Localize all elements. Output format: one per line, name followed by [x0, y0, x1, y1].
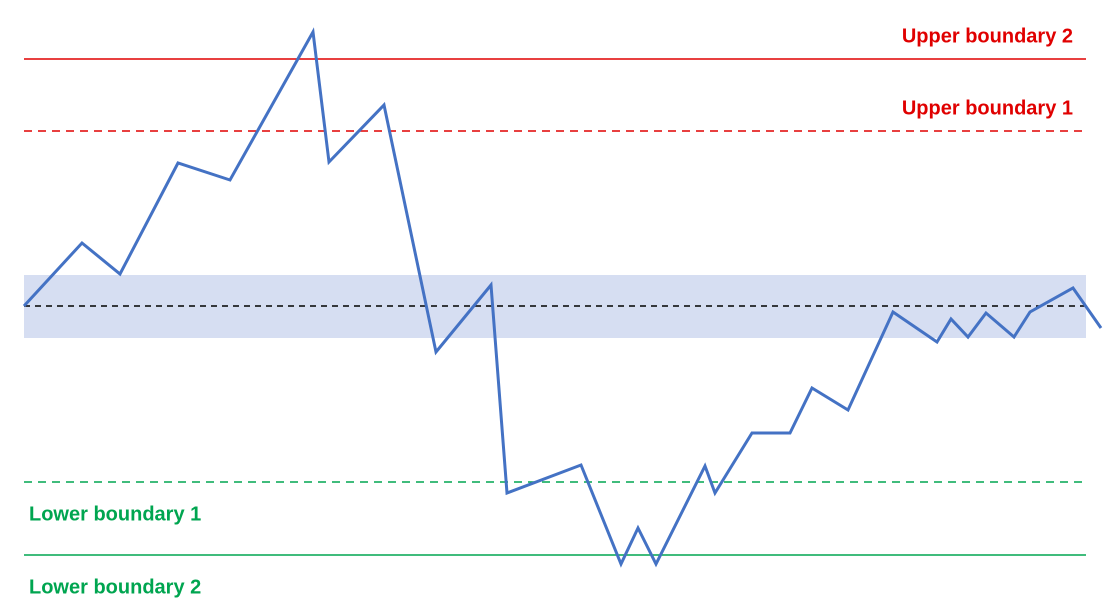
boundary-label: Lower boundary 1: [29, 503, 201, 525]
boundary-label: Lower boundary 2: [29, 576, 201, 598]
boundary-label: Upper boundary 1: [902, 97, 1073, 119]
boundary-label: Upper boundary 2: [902, 25, 1073, 47]
price-line: [22, 27, 1103, 568]
